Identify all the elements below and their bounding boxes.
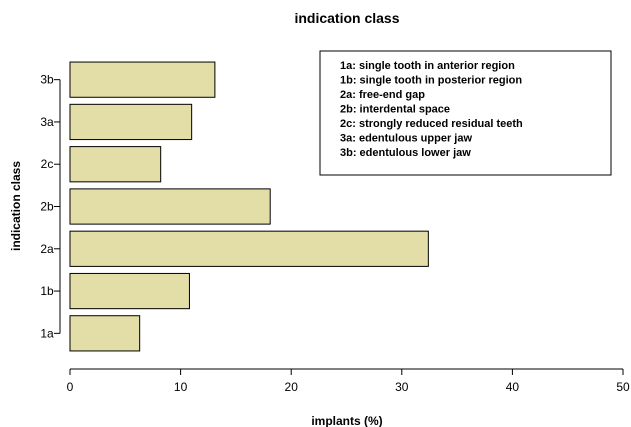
legend-entry: 2c: strongly reduced residual teeth	[340, 118, 523, 130]
x-tick-label-50: 50	[616, 380, 630, 394]
legend-entry: 3b: edentulous lower jaw	[340, 147, 471, 159]
bar-2a	[69, 230, 429, 267]
bars-group	[69, 61, 429, 352]
y-tick-label-1a: 1a	[40, 326, 54, 340]
bar-3a	[69, 103, 193, 141]
x-tick-label-30: 30	[395, 380, 409, 394]
legend-entry: 1b: single tooth in posterior region	[340, 75, 522, 87]
bar-1a	[69, 315, 141, 352]
legend-entry: 1a: single tooth in anterior region	[340, 60, 515, 72]
x-tick-label-10: 10	[174, 380, 188, 394]
legend-entry: 2b: interdental space	[340, 104, 450, 116]
legend-box	[319, 50, 612, 176]
x-tick-label-20: 20	[285, 380, 299, 394]
bar-3b	[69, 61, 216, 98]
legend: 1a: single tooth in anterior region 1b: s…	[319, 50, 612, 176]
y-tick-label-3b: 3b	[40, 73, 54, 87]
x-tick-label-40: 40	[506, 380, 520, 394]
y-axis: 1a 1b 2a 2b 2c 3a 3b	[40, 73, 61, 340]
y-tick-label-2c: 2c	[41, 157, 54, 171]
y-tick-label-2a: 2a	[40, 242, 54, 256]
legend-entry: 2a: free-end gap	[340, 89, 425, 101]
x-tick-label-0: 0	[67, 380, 74, 394]
bar-2b	[69, 188, 271, 225]
chart-title: indication class	[294, 10, 399, 26]
y-tick-label-2b: 2b	[40, 200, 54, 214]
y-tick-label-3a: 3a	[40, 115, 54, 129]
y-axis-label: indication class	[9, 161, 23, 251]
bar-1b	[69, 272, 190, 310]
y-tick-label-1b: 1b	[40, 284, 54, 298]
bar-2c	[69, 146, 162, 183]
x-axis-label: implants (%)	[311, 414, 382, 427]
x-axis: 0 10 20 30 40 50	[67, 368, 630, 394]
legend-entry: 3a: edentulous upper jaw	[340, 133, 472, 145]
